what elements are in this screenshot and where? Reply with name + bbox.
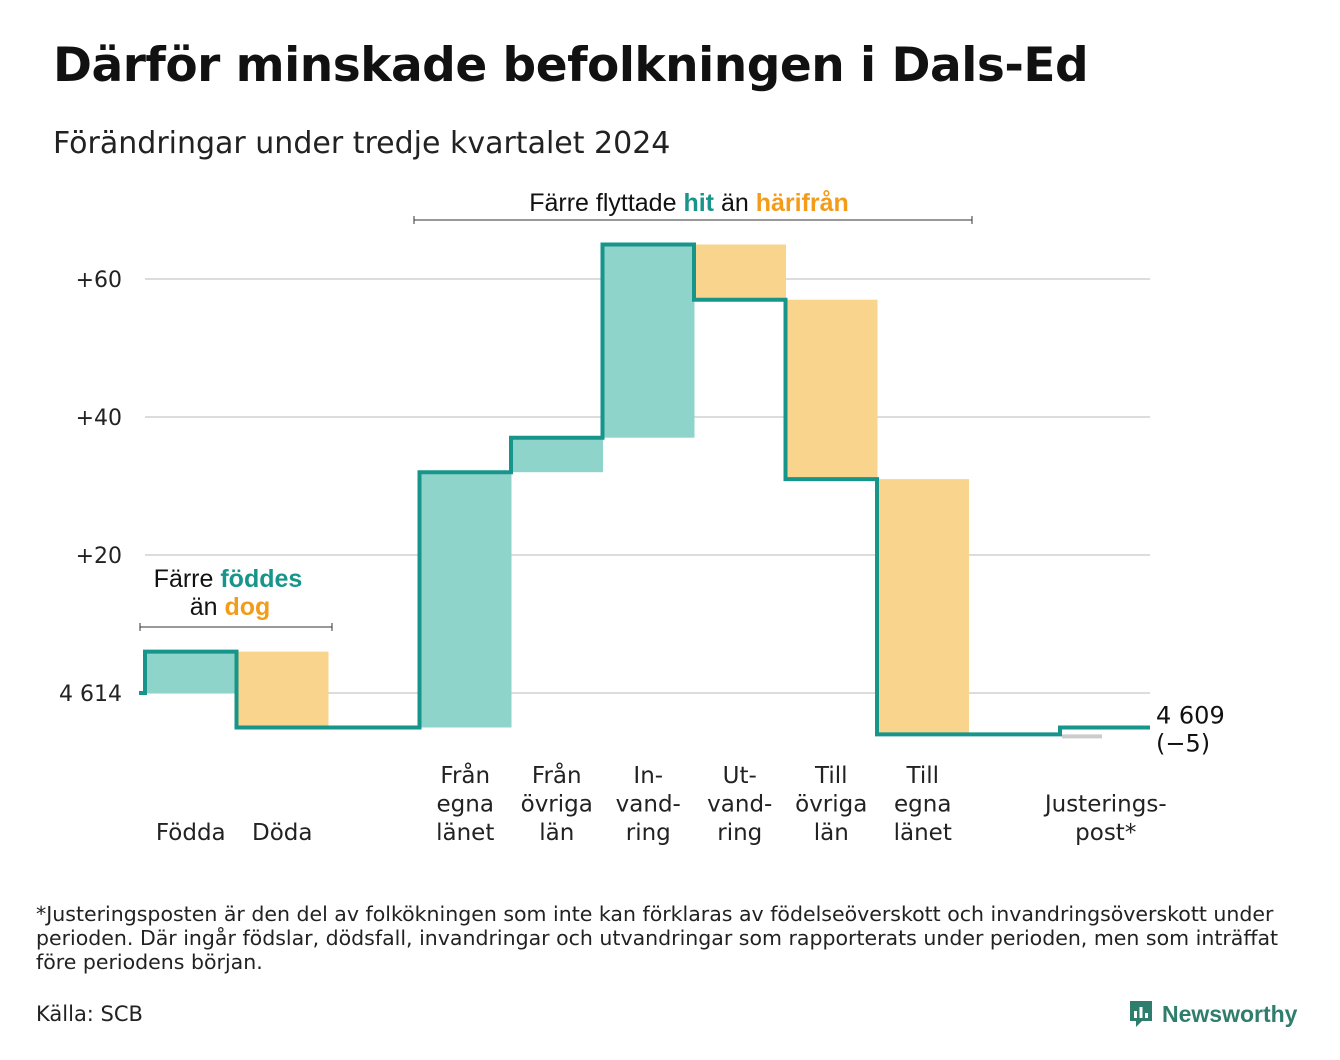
bar-Ut-vandring [695, 244, 786, 300]
migration-annotation: Färre flyttade hit än härifrån [413, 189, 973, 224]
category-label: vand- [616, 792, 681, 818]
logo-text: Newsworthy [1162, 1000, 1298, 1027]
newsworthy-logo: Newsworthy [1128, 998, 1297, 1030]
bar-In-vandring [603, 244, 695, 438]
category-label: Till [814, 763, 848, 789]
category-label: post* [1075, 820, 1136, 846]
category-label: Döda [252, 820, 312, 846]
births-deaths-highlight-in: föddes [220, 565, 302, 593]
svg-text:Färre flyttade hit: Färre flyttade hit än härifrån [529, 189, 849, 217]
category-label: Från [532, 761, 582, 789]
migration-prefix: Färre flyttade [529, 189, 676, 217]
category-label: övriga [795, 792, 867, 818]
category-label: Ut- [723, 763, 757, 789]
y-tick-label: 4 614 [59, 682, 122, 707]
source-label: Källa: SCB [36, 1002, 143, 1026]
bar-Födda [146, 651, 237, 693]
newsworthy-chart-icon [1130, 1001, 1152, 1027]
category-label: län [539, 820, 574, 846]
page-title: Därför minskade befolkningen i Dals-Ed [53, 38, 1089, 93]
category-label: ring [717, 820, 762, 846]
category-label: Från [440, 761, 490, 789]
svg-text:än dog: än dog [190, 593, 271, 621]
category-label: ring [626, 820, 671, 846]
svg-text:Färre föddes: Färre föddes [154, 565, 303, 593]
bar-Döda [237, 651, 329, 728]
category-label: In- [633, 763, 663, 789]
births-deaths-annotation: Färre föddes än dog [139, 565, 333, 631]
migration-highlight-in: hit [683, 189, 714, 217]
births-deaths-highlight-out: dog [224, 593, 270, 621]
running-total-path [139, 242, 1150, 737]
category-label: Till [905, 763, 939, 789]
bar-Från egna länet [420, 472, 512, 728]
bar-Till övriga län [786, 299, 878, 480]
births-deaths-prefix: Färre [154, 565, 214, 593]
births-deaths-connector: än [190, 593, 218, 621]
bars [146, 244, 1102, 739]
footnote: *Justeringsposten är den del av folkökni… [36, 902, 1279, 974]
category-label: länet [436, 820, 494, 846]
category-label: länet [894, 820, 952, 846]
bar-Från övriga län [512, 437, 603, 473]
category-label: egna [437, 792, 494, 818]
end-value-label: 4 609 [1156, 702, 1225, 730]
y-tick-label: +60 [76, 268, 122, 293]
category-label: egna [894, 792, 951, 818]
end-change-label: (−5) [1156, 730, 1210, 758]
category-label: vand- [707, 792, 772, 818]
y-tick-label: +20 [76, 544, 122, 569]
category-label: Justerings- [1043, 792, 1167, 818]
migration-highlight-out: härifrån [756, 189, 849, 217]
bar-Justerings-post* [1062, 734, 1102, 739]
category-label: övriga [521, 792, 593, 818]
bar-Till egna länet [878, 479, 969, 735]
migration-connector: än [721, 189, 749, 217]
y-tick-label: +40 [76, 406, 122, 431]
running-total-line [139, 242, 1150, 737]
page-subtitle: Förändringar under tredje kvartalet 2024 [53, 126, 671, 161]
category-label: Födda [156, 820, 226, 846]
category-label: län [814, 820, 849, 846]
